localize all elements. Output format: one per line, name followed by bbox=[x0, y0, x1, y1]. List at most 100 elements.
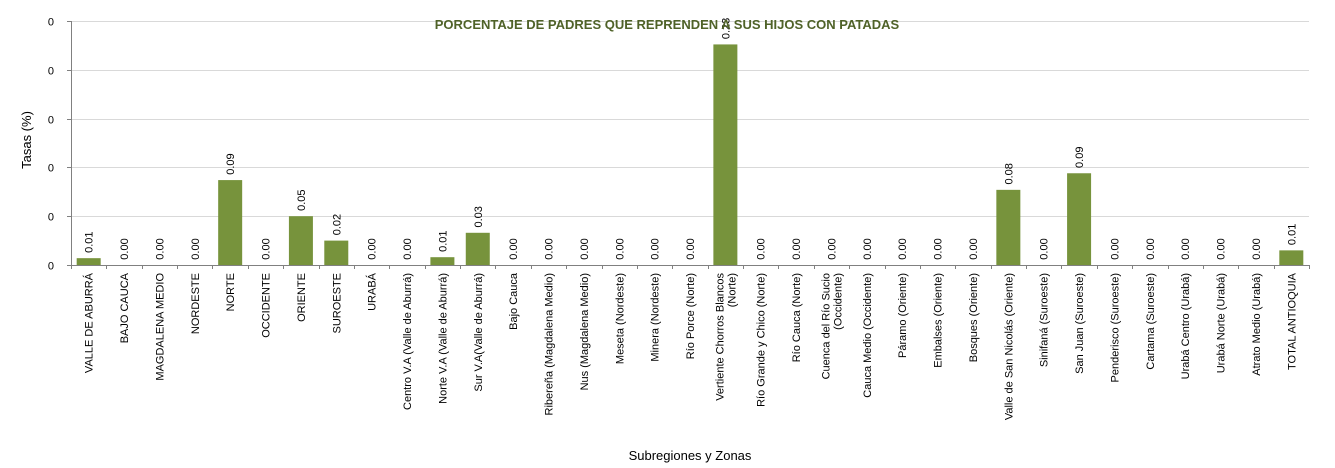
category-label: ORIENTE bbox=[296, 273, 308, 322]
bar bbox=[76, 258, 101, 265]
data-label: 0.00 bbox=[1251, 238, 1263, 259]
category-label: MAGDALENA MEDIO bbox=[154, 273, 166, 381]
data-label: 0.00 bbox=[1039, 238, 1051, 259]
category-label-line: Centro V.A (Valle de Aburrá) bbox=[402, 273, 414, 410]
data-label: 0.03 bbox=[473, 206, 485, 227]
category-label: Ribereña (Magdalena Medio) bbox=[544, 273, 556, 415]
category-label: NORDESTE bbox=[190, 273, 202, 334]
data-label: 0.00 bbox=[119, 238, 131, 259]
data-label: 0.02 bbox=[331, 214, 343, 235]
data-label: 0.23 bbox=[720, 18, 732, 39]
category-label: Atrato Medio (Urabá) bbox=[1251, 273, 1263, 376]
y-tick-label: 0 bbox=[48, 212, 54, 224]
category-label: URABÁ bbox=[366, 272, 379, 311]
category-label: Bajo Cauca bbox=[508, 272, 520, 330]
category-label: Bosques (Oriente) bbox=[968, 273, 980, 362]
category-label: VALLE DE ABURRÁ bbox=[83, 272, 96, 373]
data-label: 0.00 bbox=[968, 238, 980, 259]
gridlines bbox=[71, 21, 1309, 217]
category-label-line: Vertiente Chorros Blancos bbox=[714, 273, 726, 401]
data-label: 0.05 bbox=[296, 189, 308, 210]
category-label-line: Río Cauca (Norte) bbox=[791, 273, 803, 362]
category-label: Sinifaná (Suroeste) bbox=[1039, 273, 1051, 367]
category-label: Nus (Magdalena Medio) bbox=[579, 273, 591, 390]
data-label: 0.09 bbox=[1074, 147, 1086, 168]
category-label-line: (Norte) bbox=[726, 273, 738, 307]
y-tick-labels: 0 0 0 0 0 0 bbox=[48, 17, 71, 273]
category-label-line: OCCIDENTE bbox=[261, 273, 273, 338]
data-label: 0.00 bbox=[579, 238, 591, 259]
bar bbox=[430, 257, 455, 265]
data-label: 0.00 bbox=[1216, 238, 1228, 259]
category-labels: VALLE DE ABURRÁ BAJO CAUCA MAGDALENA MEDIO… bbox=[83, 272, 1299, 420]
category-label-line: Minera (Nordeste) bbox=[650, 273, 662, 362]
category-label-line: (Occidente) bbox=[832, 273, 844, 330]
category-label-line: Atrato Medio (Urabá) bbox=[1251, 273, 1263, 376]
bar bbox=[465, 232, 490, 265]
category-label-line: Río Grande y Chico (Norte) bbox=[756, 273, 768, 407]
data-label: 0.00 bbox=[614, 238, 626, 259]
category-label-line: Norte V.A (Valle de Aburrá) bbox=[437, 273, 449, 404]
y-tick-label: 0 bbox=[48, 17, 54, 29]
category-label: NORTE bbox=[225, 273, 237, 311]
category-label: Río Grande y Chico (Norte) bbox=[756, 273, 768, 407]
data-label: 0.00 bbox=[367, 238, 379, 259]
category-label: Norte V.A (Valle de Aburrá) bbox=[437, 273, 449, 404]
category-label-line: Cartama (Suroeste) bbox=[1145, 273, 1157, 370]
data-label: 0.00 bbox=[402, 238, 414, 259]
category-label: Sur V.A(Valle de Aburrá) bbox=[473, 273, 485, 392]
category-label-line: Bajo Cauca bbox=[508, 272, 520, 330]
category-label: Páramo (Oriente) bbox=[897, 273, 909, 358]
data-label: 0.01 bbox=[1286, 224, 1298, 245]
category-label: Río Cauca (Norte) bbox=[791, 273, 803, 362]
data-label: 0.00 bbox=[862, 238, 874, 259]
data-label: 0.00 bbox=[261, 238, 273, 259]
data-label: 0.00 bbox=[508, 238, 520, 259]
category-label-line: Ribereña (Magdalena Medio) bbox=[544, 273, 556, 415]
category-label-line: Embalses (Oriente) bbox=[933, 273, 945, 368]
bar bbox=[1067, 173, 1092, 265]
y-tick-label: 0 bbox=[48, 261, 54, 273]
category-label: San Juan (Suroeste) bbox=[1074, 273, 1086, 374]
x-axis-label: Subregiones y Zonas bbox=[629, 448, 752, 463]
category-label-line: SUROESTE bbox=[331, 273, 343, 334]
category-label-line: Río Porce (Norte) bbox=[685, 273, 697, 359]
data-label: 0.08 bbox=[1003, 163, 1015, 184]
category-label-line: Urabá Norte (Urabá) bbox=[1216, 273, 1228, 373]
category-label: Vertiente Chorros Blancos (Norte) bbox=[714, 273, 738, 401]
category-label-line: VALLE DE ABURRÁ bbox=[83, 272, 96, 373]
category-label: Embalses (Oriente) bbox=[933, 273, 945, 368]
category-label: Penderisco (Suroeste) bbox=[1109, 273, 1121, 382]
category-label-line: URABÁ bbox=[366, 272, 379, 311]
data-label: 0.00 bbox=[897, 238, 909, 259]
category-label-line: Urabá Centro (Urabá) bbox=[1180, 273, 1192, 379]
data-label: 0.00 bbox=[154, 238, 166, 259]
category-label: SUROESTE bbox=[331, 273, 343, 334]
bars bbox=[76, 44, 1304, 266]
y-tick-label: 0 bbox=[48, 66, 54, 78]
bar bbox=[324, 240, 349, 265]
data-label: 0.00 bbox=[1145, 238, 1157, 259]
category-label: Urabá Norte (Urabá) bbox=[1216, 273, 1228, 373]
category-label-line: Penderisco (Suroeste) bbox=[1109, 273, 1121, 382]
y-tick-label: 0 bbox=[48, 115, 54, 127]
data-label: 0.01 bbox=[437, 230, 449, 251]
category-label: Valle de San Nicolás (Oriente) bbox=[1003, 273, 1015, 420]
category-label: BAJO CAUCA bbox=[119, 272, 131, 343]
category-label-line: BAJO CAUCA bbox=[119, 272, 131, 343]
data-label: 0.00 bbox=[190, 238, 202, 259]
category-label: Cuenca del Río Sucio (Occidente) bbox=[820, 273, 844, 379]
bar bbox=[288, 216, 313, 265]
data-label: 0.00 bbox=[650, 238, 662, 259]
category-label-line: Meseta (Nordeste) bbox=[614, 273, 626, 364]
axes bbox=[71, 21, 1310, 269]
category-label: Minera (Nordeste) bbox=[650, 273, 662, 362]
category-label-line: Valle de San Nicolás (Oriente) bbox=[1003, 273, 1015, 420]
category-label-line: MAGDALENA MEDIO bbox=[154, 273, 166, 381]
category-label-line: Nus (Magdalena Medio) bbox=[579, 273, 591, 390]
category-label: Río Porce (Norte) bbox=[685, 273, 697, 359]
category-label-line: Páramo (Oriente) bbox=[897, 273, 909, 358]
category-label-line: ORIENTE bbox=[296, 273, 308, 322]
category-label-line: San Juan (Suroeste) bbox=[1074, 273, 1086, 374]
